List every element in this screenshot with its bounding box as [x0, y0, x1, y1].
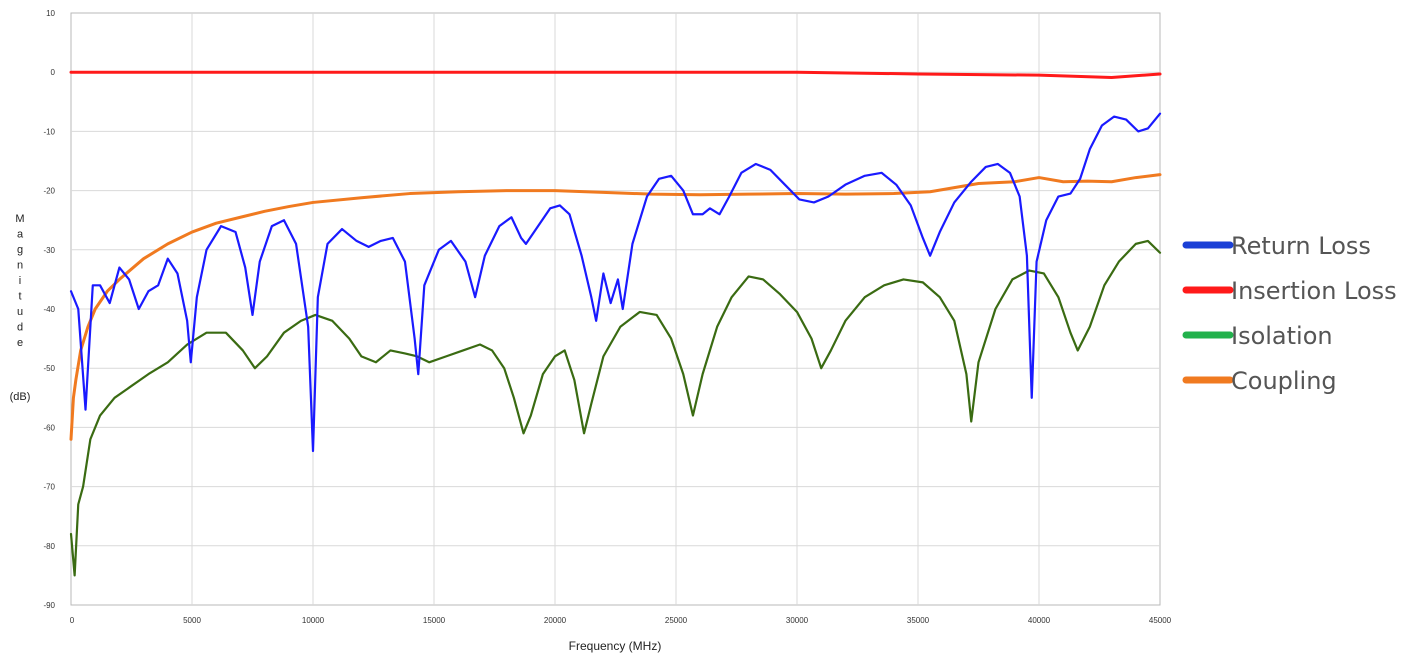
- legend: Return Loss Insertion Loss Isolation Coupli…: [1182, 232, 1397, 395]
- x-tick-label: 20000: [544, 616, 567, 625]
- y-tick-label: -60: [43, 423, 55, 432]
- x-tick-label: 35000: [907, 616, 930, 625]
- x-tick-label: 5000: [183, 616, 201, 625]
- y-tick-label: -90: [43, 601, 55, 610]
- y-axis-title-letter: g: [17, 244, 23, 256]
- y-tick-label: -50: [43, 364, 55, 373]
- y-axis-title-letter: i: [19, 275, 21, 287]
- y-axis-unit: (dB): [10, 391, 31, 403]
- y-tick-label: -10: [43, 127, 55, 136]
- x-tick-label: 0: [70, 616, 75, 625]
- x-axis-title: Frequency (MHz): [569, 639, 662, 653]
- y-tick-label: -40: [43, 305, 55, 314]
- y-axis-title-letter: M: [15, 213, 24, 225]
- y-axis-ticks: 10 0 -10 -20 -30 -40 -50 -60 -70 -80 -90: [43, 9, 55, 610]
- y-axis-title-letter: n: [17, 260, 23, 272]
- series-lines: [69, 70, 1162, 577]
- legend-label-return-loss: Return Loss: [1231, 232, 1371, 260]
- y-tick-label: -70: [43, 483, 55, 492]
- y-axis-title-letter: a: [17, 229, 24, 241]
- y-axis-title-letter: e: [17, 337, 23, 349]
- series-line-isolation: [69, 239, 1162, 577]
- x-axis-ticks: 0 5000 10000 15000 20000 25000 30000 35000 40000…: [70, 616, 1172, 625]
- x-tick-label: 45000: [1149, 616, 1172, 625]
- series-line-insertion-loss: [69, 70, 1162, 80]
- y-axis-title-letter: d: [17, 322, 23, 334]
- legend-label-isolation: Isolation: [1231, 322, 1333, 350]
- y-axis-title-letter: t: [18, 291, 21, 303]
- legend-label-coupling: Coupling: [1231, 367, 1337, 395]
- series-line-coupling: [69, 173, 1162, 441]
- x-tick-label: 10000: [302, 616, 325, 625]
- x-tick-label: 40000: [1028, 616, 1051, 625]
- y-tick-label: -30: [43, 246, 55, 255]
- y-tick-label: 10: [46, 9, 55, 18]
- y-axis-title-letter: u: [17, 306, 23, 318]
- y-tick-label: -80: [43, 542, 55, 551]
- x-tick-label: 30000: [786, 616, 809, 625]
- y-tick-label: -20: [43, 187, 55, 196]
- legend-label-insertion-loss: Insertion Loss: [1231, 277, 1397, 305]
- x-tick-label: 15000: [423, 616, 446, 625]
- y-tick-label: 0: [51, 68, 56, 77]
- series-line-return-loss: [69, 112, 1162, 453]
- x-tick-label: 25000: [665, 616, 688, 625]
